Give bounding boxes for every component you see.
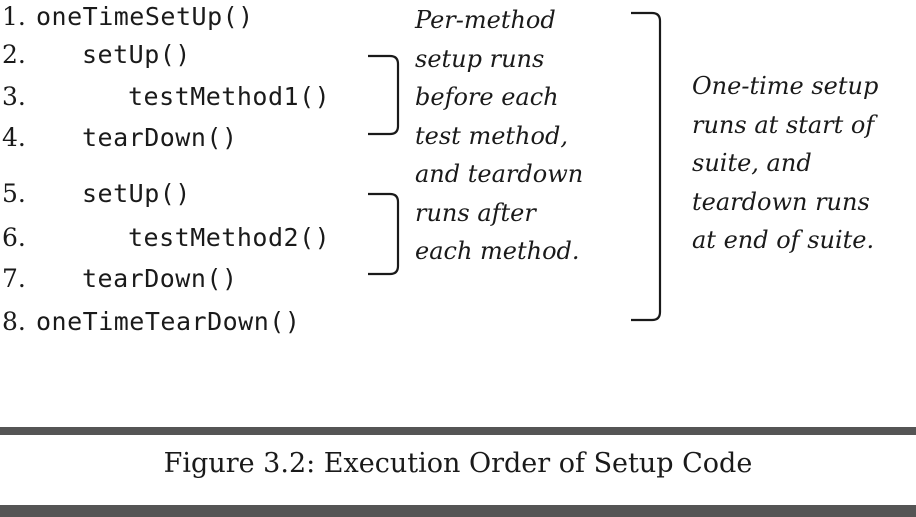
note-line: One-time setup xyxy=(692,72,879,100)
line-number: 3. xyxy=(2,82,26,111)
code-text: setUp() xyxy=(82,179,191,208)
note-line: setup runs xyxy=(415,44,545,73)
figure-caption: Figure 3.2: Execution Order of Setup Cod… xyxy=(163,448,753,479)
line-number: 4. xyxy=(2,123,26,152)
code-text: oneTimeTearDown() xyxy=(36,307,301,336)
line-number: 2. xyxy=(2,40,26,69)
code-text: tearDown() xyxy=(82,123,238,152)
note-line: suite, and xyxy=(692,149,812,177)
code-text: tearDown() xyxy=(82,264,238,293)
note-line: teardown runs xyxy=(692,187,870,216)
bracket-suite xyxy=(631,11,662,322)
line-number: 8. xyxy=(2,307,26,336)
line-number: 5. xyxy=(2,179,26,208)
line-number: 6. xyxy=(2,223,26,252)
note-line: at end of suite. xyxy=(692,226,875,254)
note-line: Per-method xyxy=(415,6,556,34)
caption-rule-bottom xyxy=(0,505,916,517)
line-number: 1. xyxy=(2,2,26,31)
code-text: oneTimeSetUp() xyxy=(36,2,254,31)
note-line: before each xyxy=(415,83,559,111)
bracket-method-1 xyxy=(368,54,400,136)
caption-rule-top xyxy=(0,427,916,435)
note-line: and teardown xyxy=(415,160,584,188)
line-number: 7. xyxy=(2,264,26,293)
code-text: testMethod2() xyxy=(128,223,331,252)
per-method-note: Per-method setup runs before each test m… xyxy=(415,1,583,271)
bracket-method-2 xyxy=(368,192,400,276)
code-text: testMethod1() xyxy=(128,82,331,111)
note-line: test method, xyxy=(415,121,568,150)
one-time-note: One-time setup runs at start of suite, a… xyxy=(692,67,878,260)
note-line: runs at start of xyxy=(692,110,875,139)
code-text: setUp() xyxy=(82,40,191,69)
note-line: each method. xyxy=(415,237,580,265)
note-line: runs after xyxy=(415,198,536,227)
